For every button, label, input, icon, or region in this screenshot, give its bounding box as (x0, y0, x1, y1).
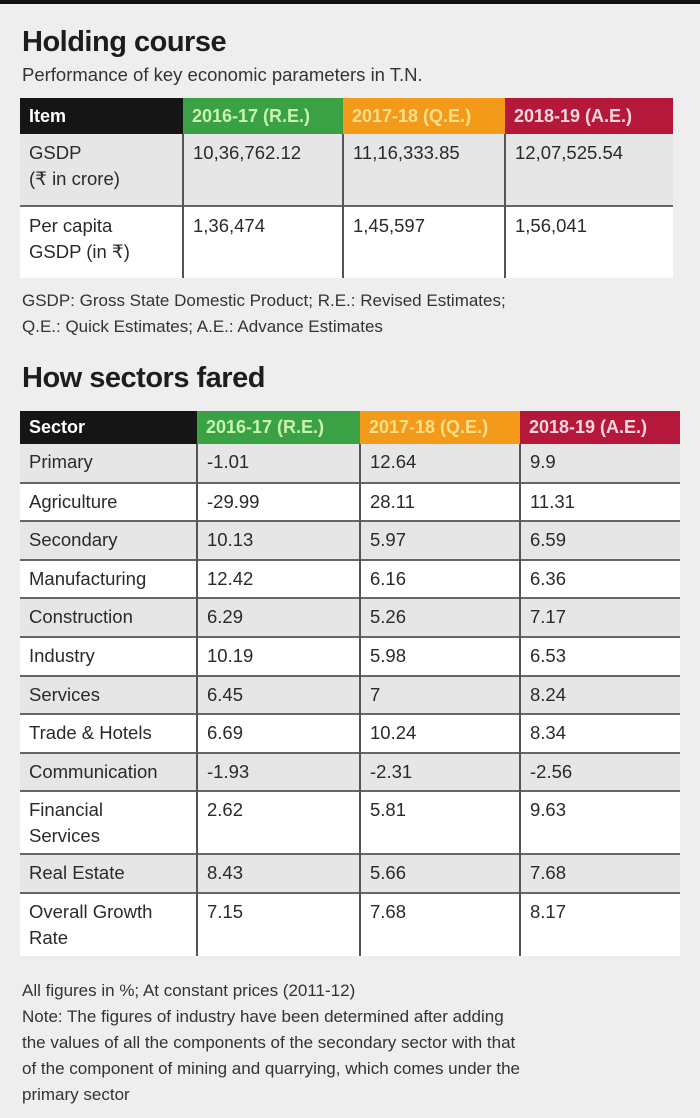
cell-value: 1,45,597 (342, 205, 505, 278)
cell-value: 6.69 (196, 713, 360, 753)
title-how-sectors-fared: How sectors fared (22, 362, 265, 394)
cell-value: 6.16 (359, 558, 520, 599)
row-label: Agriculture (20, 481, 197, 522)
cell-value: -2.56 (519, 751, 680, 792)
note-line: of the component of mining and quarrying… (22, 1059, 521, 1078)
column-header: 2018-19 (A.E.) (520, 411, 680, 444)
top-border (0, 0, 700, 4)
footnotes: All figures in %; At constant prices (20… (22, 978, 520, 1108)
row-label: Services (20, 674, 197, 715)
note-line: All figures in %; At constant prices (20… (22, 981, 356, 1000)
abbreviation-notes: GSDP: Gross State Domestic Product; R.E.… (22, 288, 506, 340)
note-line: GSDP: Gross State Domestic Product; R.E.… (22, 291, 506, 310)
table-row: Financial Services 2.62 5.81 9.63 (20, 790, 680, 855)
table-row: Services 6.45 7 8.24 (20, 674, 680, 715)
table-row: Trade & Hotels 6.69 10.24 8.34 (20, 713, 680, 753)
cell-value: 10,36,762.12 (182, 134, 343, 206)
row-label: Trade & Hotels (20, 713, 197, 753)
row-label: Communication (20, 751, 197, 792)
column-header: 2017-18 (Q.E.) (360, 411, 520, 444)
cell-value: 9.63 (519, 790, 680, 855)
table-row: Industry 10.19 5.98 6.53 (20, 635, 680, 676)
cell-value: 7.68 (519, 853, 680, 893)
cell-value: -2.31 (359, 751, 520, 792)
cell-value: -29.99 (196, 481, 360, 522)
table-header-row: Sector 2016-17 (R.E.) 2017-18 (Q.E.) 2018-1… (20, 411, 680, 444)
table-row: Secondary 10.13 5.97 6.59 (20, 520, 680, 560)
cell-value: 12.42 (196, 558, 360, 599)
cell-value: 28.11 (359, 481, 520, 522)
cell-value: 5.98 (359, 635, 520, 676)
note-line: primary sector (22, 1085, 130, 1104)
subtitle: Performance of key economic parameters i… (22, 64, 423, 85)
cell-value: 8.24 (519, 674, 680, 715)
row-label: Overall Growth Rate (20, 891, 197, 956)
cell-value: 10.24 (359, 713, 520, 753)
cell-value: 1,56,041 (504, 205, 673, 278)
column-header: 2016-17 (R.E.) (183, 98, 343, 134)
cell-value: -1.01 (196, 444, 360, 483)
table-row: Manufacturing 12.42 6.16 6.36 (20, 558, 680, 599)
cell-value: 5.81 (359, 790, 520, 855)
note-line: the values of all the components of the … (22, 1033, 516, 1052)
cell-value: 12,07,525.54 (504, 134, 673, 206)
cell-value: 6.29 (196, 597, 360, 637)
cell-value: 5.66 (359, 853, 520, 893)
row-label: Manufacturing (20, 558, 197, 599)
cell-value: 8.34 (519, 713, 680, 753)
table-row: Agriculture -29.99 28.11 11.31 (20, 481, 680, 522)
cell-value: 5.26 (359, 597, 520, 637)
table-row: GSDP (₹ in crore) 10,36,762.12 11,16,333.8… (20, 134, 673, 206)
cell-value: 7.68 (359, 891, 520, 956)
title-holding-course: Holding course (22, 26, 227, 58)
column-header: 2016-17 (R.E.) (197, 411, 360, 444)
sectors-table: Sector 2016-17 (R.E.) 2017-18 (Q.E.) 2018-1… (20, 411, 680, 956)
cell-value: 6.45 (196, 674, 360, 715)
cell-value: 11.31 (519, 481, 680, 522)
row-label: Secondary (20, 520, 197, 560)
cell-value: 11,16,333.85 (342, 134, 505, 206)
cell-value: 5.97 (359, 520, 520, 560)
cell-value: 8.17 (519, 891, 680, 956)
cell-value: 1,36,474 (182, 205, 343, 278)
table-row: Primary -1.01 12.64 9.9 (20, 444, 680, 483)
cell-value: 6.53 (519, 635, 680, 676)
cell-value: 10.13 (196, 520, 360, 560)
table-header-row: Item 2016-17 (R.E.) 2017-18 (Q.E.) 2018-19 … (20, 98, 673, 134)
table-row: Real Estate 8.43 5.66 7.68 (20, 853, 680, 893)
cell-value: 6.59 (519, 520, 680, 560)
cell-value: 7 (359, 674, 520, 715)
row-label: Per capita GSDP (in ₹) (20, 205, 183, 278)
column-header: Sector (20, 411, 197, 444)
column-header: Item (20, 98, 183, 134)
row-label: Primary (20, 444, 197, 483)
cell-value: 8.43 (196, 853, 360, 893)
column-header: 2017-18 (Q.E.) (343, 98, 505, 134)
table-row: Communication -1.93 -2.31 -2.56 (20, 751, 680, 792)
cell-value: 12.64 (359, 444, 520, 483)
cell-value: 6.36 (519, 558, 680, 599)
cell-value: 10.19 (196, 635, 360, 676)
row-label: Financial Services (20, 790, 197, 855)
cell-value: 9.9 (519, 444, 680, 483)
note-line: Note: The figures of industry have been … (22, 1007, 504, 1026)
row-label: Industry (20, 635, 197, 676)
economic-parameters-table: Item 2016-17 (R.E.) 2017-18 (Q.E.) 2018-19 … (20, 98, 673, 278)
cell-value: 2.62 (196, 790, 360, 855)
cell-value: 7.17 (519, 597, 680, 637)
row-label: Real Estate (20, 853, 197, 893)
note-line: Q.E.: Quick Estimates; A.E.: Advance Est… (22, 317, 383, 336)
cell-value: 7.15 (196, 891, 360, 956)
cell-value: -1.93 (196, 751, 360, 792)
row-label: Construction (20, 597, 197, 637)
table-row: Construction 6.29 5.26 7.17 (20, 597, 680, 637)
table-row: Overall Growth Rate 7.15 7.68 8.17 (20, 891, 680, 956)
row-label: GSDP (₹ in crore) (20, 134, 183, 206)
table-row: Per capita GSDP (in ₹) 1,36,474 1,45,597 1,… (20, 205, 673, 278)
column-header: 2018-19 (A.E.) (505, 98, 673, 134)
